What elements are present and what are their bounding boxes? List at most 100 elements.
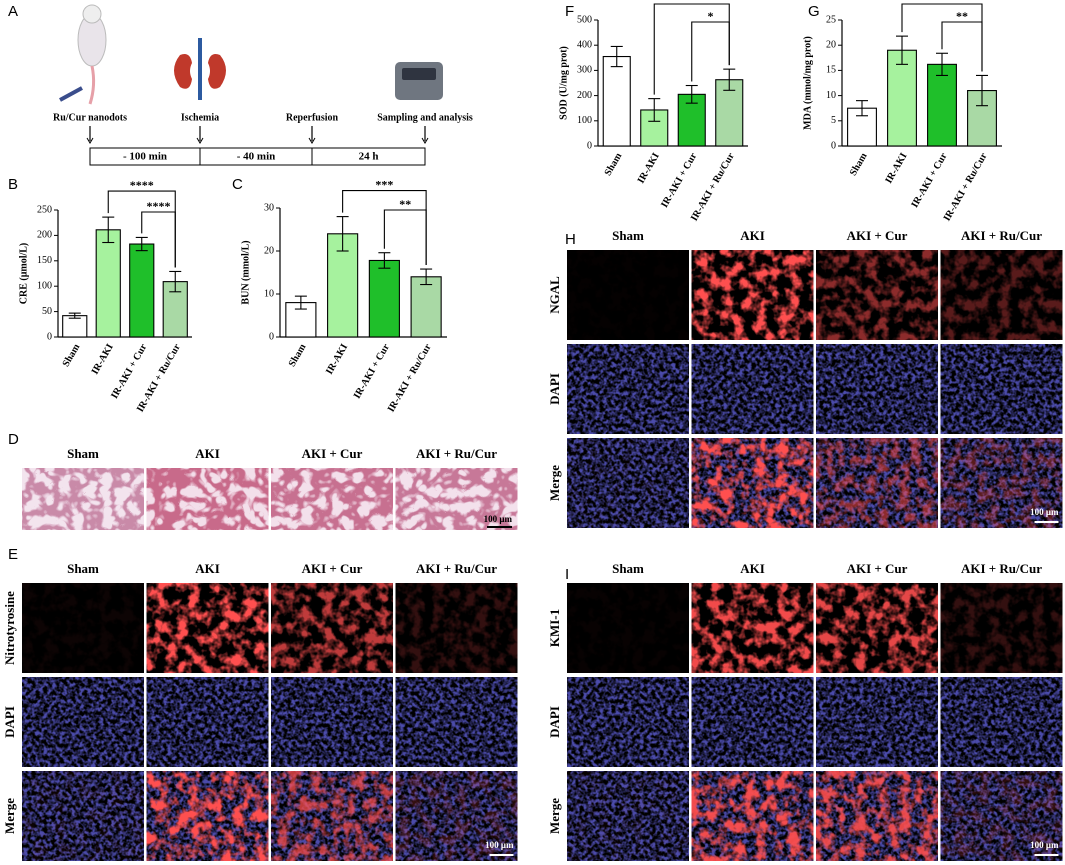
column-label: AKI: [195, 446, 220, 461]
error-bar: [976, 74, 988, 107]
dapi-signal: [146, 677, 269, 767]
error-bar: [135, 236, 148, 252]
y-tick-label: 0: [831, 140, 836, 151]
y-tick-label: 10: [826, 90, 836, 101]
fluorescence-image: [567, 583, 689, 673]
y-tick-label: 0: [269, 331, 274, 342]
column-label: Sham: [612, 561, 644, 576]
y-axis-label: CRE (μmol/L): [18, 243, 29, 305]
significance-label: ***: [683, 0, 701, 5]
error-bar: [102, 216, 115, 244]
y-tick-label: 100: [577, 115, 592, 126]
dapi-signal: [567, 771, 689, 861]
red-signal: [567, 583, 689, 673]
column-label: Sham: [612, 228, 644, 243]
bar: [602, 55, 631, 147]
y-axis-label: SOD (U/mg prot): [558, 46, 569, 120]
dapi-signal: [940, 677, 1063, 767]
significance-label: **: [956, 9, 968, 23]
y-tick-label: 500: [577, 14, 592, 25]
timeline-interval: - 40 min: [237, 151, 276, 163]
timeline-arrowhead: [86, 137, 94, 144]
scale-bar-label: 100 μm: [1030, 507, 1059, 517]
y-tick-label: 20: [264, 245, 274, 256]
error-bar: [68, 312, 81, 319]
red-signal: [567, 771, 689, 861]
y-tick-label: 250: [37, 204, 52, 215]
significance-label: *: [708, 9, 714, 23]
column-label: AKI + Cur: [302, 561, 363, 576]
bar: [410, 276, 442, 338]
significance-label: **: [399, 197, 411, 211]
timeline-event: Reperfusion: [286, 112, 339, 123]
y-axis-label: MDA (mmol/mg prot): [802, 36, 813, 130]
scale-bar-label: 100 μm: [485, 840, 514, 850]
column-label: Sham: [67, 561, 99, 576]
x-tick-label: IR-AKI + Cur: [659, 151, 699, 210]
red-signal: [940, 438, 1063, 528]
x-tick-label: IR-AKI + Cur: [909, 151, 949, 210]
column-label: Sham: [67, 446, 99, 461]
error-bar: [896, 35, 908, 65]
row-label: Merge: [547, 798, 562, 834]
red-signal: [395, 771, 518, 861]
row-label: NGAL: [547, 276, 562, 314]
significance-bracket: [941, 21, 983, 72]
y-tick-label: 10: [264, 288, 274, 299]
column-label: AKI: [195, 561, 220, 576]
significance-bracket: [383, 209, 427, 266]
bar: [847, 107, 877, 147]
timeline-event: Sampling and analysis: [377, 112, 473, 123]
row-label: DAPI: [547, 706, 562, 738]
red-signal: [22, 771, 144, 861]
x-tick-label: IR-AKI: [883, 151, 909, 185]
dapi-signal: [816, 677, 938, 767]
bar: [62, 315, 88, 338]
mouse-tail: [88, 65, 96, 105]
y-tick-label: 0: [587, 140, 592, 151]
error-bar: [856, 100, 868, 117]
row-label: DAPI: [547, 373, 562, 405]
he-texture: [146, 468, 269, 530]
timeline-event: Ischemia: [181, 112, 219, 123]
dapi-signal: [691, 344, 814, 434]
y-tick-label: 50: [42, 306, 52, 317]
red-signal: [940, 583, 1063, 673]
x-tick-label: IR-AKI: [636, 151, 662, 185]
error-bar: [648, 98, 661, 122]
red-signal: [22, 583, 144, 673]
he-texture: [395, 468, 518, 530]
x-tick-label: IR-AKI + Ru/Cur: [942, 151, 990, 224]
analyzer-screen: [402, 68, 436, 80]
red-signal: [691, 771, 814, 861]
timeline-arrowhead: [421, 137, 429, 144]
x-tick-label: IR-AKI + Cur: [352, 342, 392, 401]
panel-label: G: [808, 3, 820, 20]
error-bar: [378, 252, 391, 269]
panel-label: H: [565, 231, 576, 248]
schematic-icons: [59, 4, 443, 105]
timeline-interval: 24 h: [359, 151, 379, 163]
panel-label: A: [8, 3, 18, 20]
column-label: AKI + Ru/Cur: [961, 561, 1042, 576]
row-label: KMI-1: [547, 609, 562, 647]
column-label: AKI: [740, 228, 765, 243]
significance-bracket: [691, 21, 730, 82]
column-label: AKI: [740, 561, 765, 576]
red-signal: [816, 250, 938, 340]
error-bar: [420, 268, 433, 286]
bar: [129, 243, 155, 338]
column-label: AKI + Cur: [847, 561, 908, 576]
dapi-signal: [940, 344, 1063, 434]
dapi-signal: [691, 677, 814, 767]
scale-bar-label: 100 μm: [484, 514, 513, 524]
x-tick-label: IR-AKI: [90, 342, 116, 376]
dapi-signal: [816, 344, 938, 434]
red-signal: [567, 250, 689, 340]
red-signal: [816, 583, 938, 673]
x-tick-label: Sham: [848, 151, 870, 178]
significance-label: ****: [130, 178, 154, 192]
panel-label: C: [232, 176, 243, 193]
red-signal: [940, 771, 1063, 861]
panel-label: F: [565, 3, 574, 20]
